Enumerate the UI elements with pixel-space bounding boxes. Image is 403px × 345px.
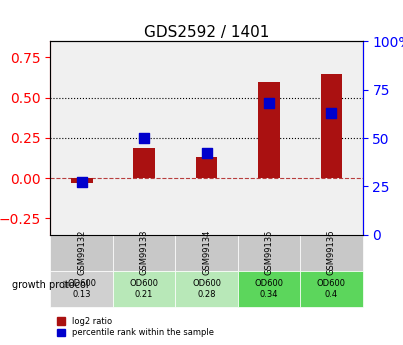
FancyBboxPatch shape bbox=[238, 271, 300, 307]
Bar bbox=[195, 157, 218, 178]
FancyBboxPatch shape bbox=[175, 235, 238, 271]
Text: OD600
0.28: OD600 0.28 bbox=[192, 279, 221, 299]
Text: OD600
0.21: OD600 0.21 bbox=[130, 279, 158, 299]
Point bbox=[266, 100, 272, 106]
Legend: log2 ratio, percentile rank within the sample: log2 ratio, percentile rank within the s… bbox=[56, 317, 214, 337]
Text: OD600
0.4: OD600 0.4 bbox=[317, 279, 346, 299]
Text: GSM99133: GSM99133 bbox=[139, 230, 149, 275]
Text: OD600
0.34: OD600 0.34 bbox=[255, 279, 283, 299]
Point bbox=[328, 110, 335, 116]
Text: GSM99136: GSM99136 bbox=[327, 230, 336, 275]
FancyBboxPatch shape bbox=[50, 235, 113, 271]
Text: GSM99134: GSM99134 bbox=[202, 230, 211, 275]
Point bbox=[141, 135, 147, 141]
FancyBboxPatch shape bbox=[238, 235, 300, 271]
FancyBboxPatch shape bbox=[113, 235, 175, 271]
FancyBboxPatch shape bbox=[175, 271, 238, 307]
Text: OD600
0.13: OD600 0.13 bbox=[67, 279, 96, 299]
Bar bbox=[258, 82, 280, 178]
Bar bbox=[71, 178, 93, 183]
Point bbox=[78, 180, 85, 185]
FancyBboxPatch shape bbox=[300, 235, 363, 271]
Bar bbox=[320, 73, 343, 178]
FancyBboxPatch shape bbox=[113, 271, 175, 307]
Bar bbox=[133, 148, 155, 178]
Text: GSM99135: GSM99135 bbox=[264, 230, 274, 275]
Text: growth protocol: growth protocol bbox=[12, 280, 89, 289]
Point bbox=[204, 151, 210, 156]
FancyBboxPatch shape bbox=[50, 271, 113, 307]
Title: GDS2592 / 1401: GDS2592 / 1401 bbox=[144, 25, 269, 40]
Text: GSM99132: GSM99132 bbox=[77, 230, 86, 275]
FancyBboxPatch shape bbox=[300, 271, 363, 307]
